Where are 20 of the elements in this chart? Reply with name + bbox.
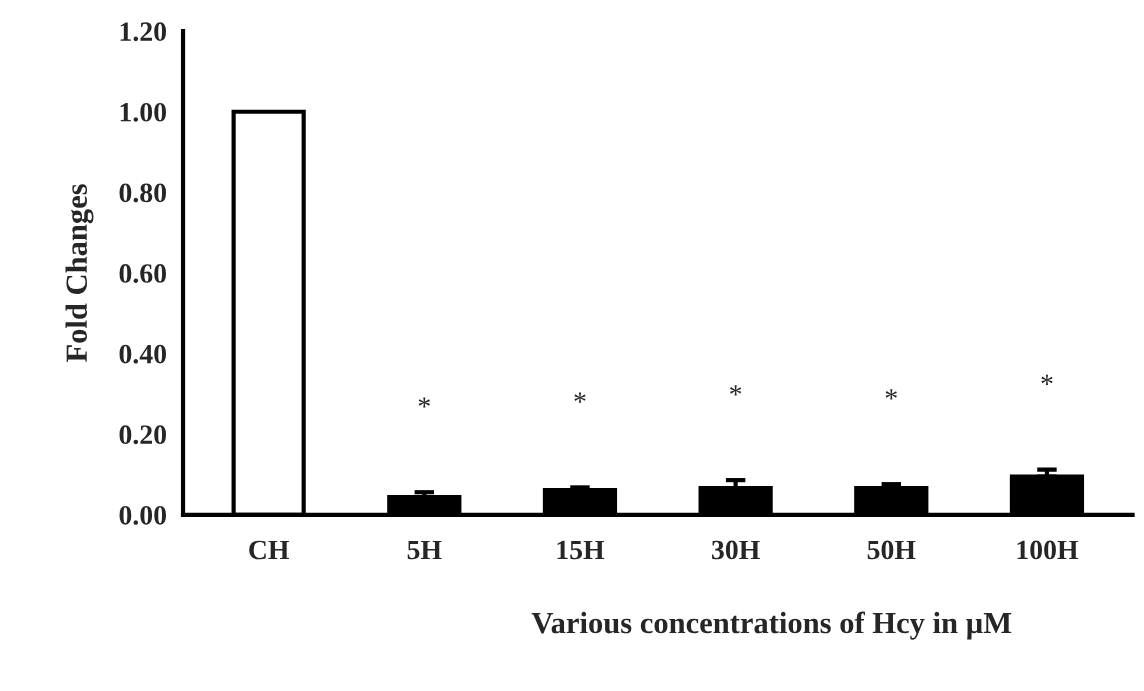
- y-tick-label: 0.00: [119, 505, 167, 525]
- x-tick-label: 5H: [407, 540, 442, 560]
- y-tick-label: 0.20: [119, 425, 167, 445]
- x-tick-label: 30H: [711, 540, 760, 560]
- y-tick-label: 1.00: [120, 102, 167, 122]
- annotation: *: [885, 389, 897, 400]
- y-tick-label: 1.20: [120, 22, 167, 42]
- x-tick-label: 15H: [557, 540, 605, 560]
- y-axis-title: Fold Changes: [65, 184, 94, 362]
- x-tick-label: CH: [249, 540, 290, 560]
- x-tick-label: 50H: [867, 540, 916, 560]
- y-tick-label: 0.60: [119, 264, 167, 283]
- x-tick-label: 100H: [1017, 540, 1079, 560]
- annotation: *: [574, 392, 586, 403]
- annotation: *: [418, 397, 430, 408]
- y-tick-label: 0.80: [119, 183, 167, 203]
- x-axis-title: Various concentrations of Hcy in µM: [531, 611, 1012, 640]
- annotation: *: [730, 385, 742, 396]
- y-tick-label: 0.40: [119, 344, 167, 364]
- annotation: *: [1041, 374, 1053, 385]
